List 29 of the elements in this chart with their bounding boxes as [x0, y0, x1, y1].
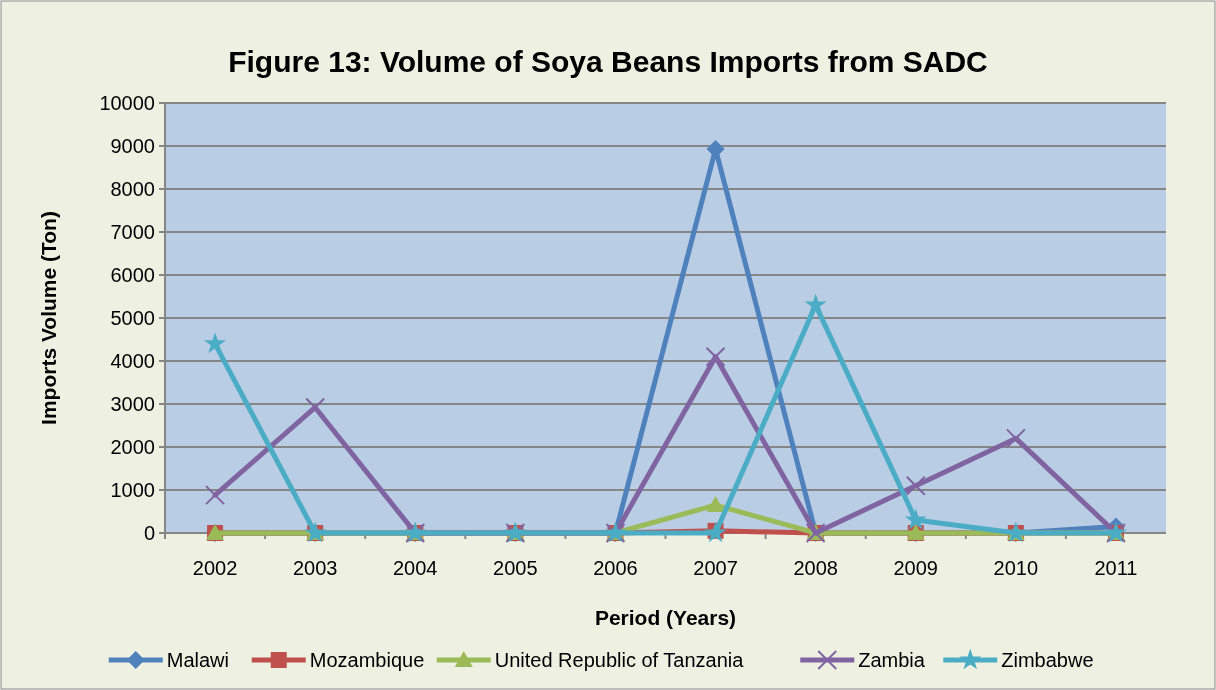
- x-tick-label: 2011: [1094, 557, 1138, 579]
- x-axis-title: Period (Years): [594, 606, 737, 629]
- x-tick-label: 2010: [993, 557, 1039, 579]
- y-tick-label: 5000: [110, 307, 155, 329]
- x-tick-label: 2005: [493, 557, 538, 579]
- legend-label: Mozambique: [309, 649, 425, 671]
- y-tick-label: 3000: [110, 393, 155, 415]
- y-tick-label: 1000: [110, 479, 155, 501]
- y-tick-label: 9000: [110, 135, 155, 157]
- x-tick-label: 2008: [793, 557, 838, 579]
- x-tick-label: 2009: [893, 557, 938, 579]
- y-tick-label: 7000: [110, 221, 155, 243]
- x-tick-label: 2003: [292, 557, 338, 579]
- chart-title: Figure 13: Volume of Soya Beans Imports from SADC: [228, 45, 988, 78]
- legend-label: Zambia: [858, 649, 926, 671]
- x-tick-label: 2002: [192, 557, 238, 579]
- y-tick-label: 4000: [110, 350, 155, 372]
- x-tick-label: 2004: [393, 557, 438, 579]
- legend-label: Zimbabwe: [1001, 649, 1094, 671]
- y-tick-label: 8000: [110, 178, 155, 200]
- y-tick-label: 2000: [110, 436, 155, 458]
- legend-label: Malawi: [166, 649, 229, 671]
- y-tick-label: 6000: [110, 264, 155, 286]
- y-tick-label: 10000: [99, 92, 155, 114]
- x-tick-label: 2007: [693, 557, 738, 579]
- x-tick-label: 2006: [593, 557, 638, 579]
- y-axis-title: Imports Volume (Ton): [37, 211, 60, 425]
- legend-label: United Republic of Tanzania: [494, 649, 745, 671]
- y-tick-label: 0: [143, 522, 155, 544]
